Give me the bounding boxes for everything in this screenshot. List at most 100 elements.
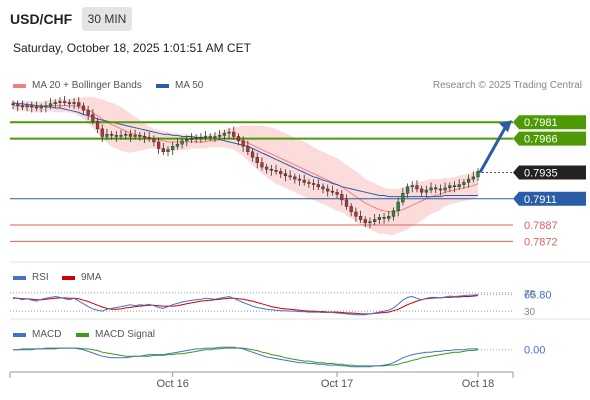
candle-body xyxy=(264,166,269,170)
candle-body xyxy=(222,132,227,136)
bollinger-band-fill xyxy=(13,97,478,235)
candle-body xyxy=(185,139,189,142)
candle-body xyxy=(377,217,382,220)
candle-body xyxy=(44,105,48,108)
candle-body xyxy=(354,211,358,217)
candle-body xyxy=(124,134,128,136)
level-tag-2 xyxy=(513,191,586,206)
candle-body xyxy=(279,171,283,174)
current-price-label: 0.7935 xyxy=(524,168,558,180)
candle-body xyxy=(77,102,81,107)
candle-body xyxy=(260,162,264,168)
candle-body xyxy=(39,106,43,109)
candle-body xyxy=(171,146,175,150)
legend-ma20-swatch xyxy=(13,83,26,88)
candle-body xyxy=(241,140,245,147)
forecast-arrow xyxy=(478,125,508,174)
candle-body xyxy=(161,148,165,153)
candle-body xyxy=(114,135,118,137)
timeframe-button[interactable]: 30 MIN xyxy=(82,7,132,31)
candle-body xyxy=(457,184,461,187)
candle-body xyxy=(424,189,428,193)
legend-rsi-ma-swatch xyxy=(62,275,75,280)
candle-body xyxy=(156,141,161,149)
level-label-3: 0.7887 xyxy=(524,220,558,232)
forecast-arrow-head xyxy=(499,120,512,133)
candle-body xyxy=(321,186,325,190)
legend-macd-swatch xyxy=(13,332,26,337)
candle-body xyxy=(166,149,170,153)
candle-body xyxy=(269,169,273,171)
candle-body xyxy=(293,176,297,180)
ma50-line xyxy=(12,102,478,198)
candle-body xyxy=(462,182,466,185)
candle-body xyxy=(316,184,320,187)
candle-body xyxy=(133,135,137,137)
ma20-line xyxy=(13,105,479,213)
candle-body xyxy=(438,188,443,191)
candle-body xyxy=(203,136,208,138)
candle-body xyxy=(283,173,288,177)
legend-rsi-ma: 9MA xyxy=(62,272,102,283)
legend-ma20-bollinger: MA 20 + Bollinger Bands xyxy=(13,80,142,91)
level-label-4: 0.7872 xyxy=(524,236,558,248)
candle-body xyxy=(471,176,475,180)
candle-body xyxy=(382,217,386,219)
current-price-tag xyxy=(513,165,586,180)
candle-body xyxy=(429,187,433,191)
legend-rsi-swatch xyxy=(13,275,26,280)
candle-body xyxy=(63,101,67,103)
candle-body xyxy=(95,120,100,130)
candle-body xyxy=(81,105,86,111)
candle-body xyxy=(194,137,198,139)
candle-body xyxy=(302,179,306,183)
rsi-value-label: 65.80 xyxy=(524,290,552,302)
candle-body xyxy=(246,146,250,153)
candle-body xyxy=(105,134,109,137)
candle-body xyxy=(255,156,259,163)
candle-body xyxy=(391,210,396,217)
candle-body xyxy=(227,131,231,134)
legend-ma20-label: MA 20 + Bollinger Bands xyxy=(32,80,142,91)
candle-body xyxy=(368,221,372,224)
candle-body xyxy=(232,131,236,137)
symbol-title: USD/CHF xyxy=(10,11,73,27)
candle-body xyxy=(147,137,151,139)
copyright-text: Research © 2025 Trading Central xyxy=(432,80,582,91)
candle-body xyxy=(175,143,180,147)
candle-body xyxy=(208,136,212,138)
candle-body xyxy=(373,219,377,222)
candle-body xyxy=(415,185,419,190)
candle-body xyxy=(72,102,76,104)
candle-body xyxy=(419,188,424,193)
candle-body xyxy=(67,102,72,104)
candle-body xyxy=(401,193,405,203)
candle-body xyxy=(20,105,25,108)
level-tag-0 xyxy=(513,115,586,130)
macd-line xyxy=(13,346,478,368)
candle-body xyxy=(344,199,349,207)
candle-body xyxy=(358,216,363,220)
candle-body xyxy=(180,140,184,145)
legend-ma50-swatch xyxy=(156,83,169,88)
candle-body xyxy=(11,103,15,105)
candle-body xyxy=(199,137,203,139)
level-label-1: 0.7966 xyxy=(524,134,558,146)
legend-macd-signal-swatch xyxy=(76,332,89,337)
legend-macd-signal: MACD Signal xyxy=(76,329,155,340)
rsi-tick-label-0: 30 xyxy=(524,307,536,318)
legend-macd: MACD xyxy=(13,329,61,340)
level-label-0: 0.7981 xyxy=(524,117,558,129)
candle-body xyxy=(48,103,53,107)
candle-body xyxy=(30,105,34,108)
x-tick-label-0: Oct 16 xyxy=(156,378,188,390)
legend-rsi-label: RSI xyxy=(32,272,49,283)
candle-body xyxy=(307,182,311,184)
candle-body xyxy=(274,170,278,172)
candle-body xyxy=(335,191,339,195)
datetime-label: Saturday, October 18, 2025 1:01:51 AM CE… xyxy=(13,41,251,55)
legend-rsi-ma-label: 9MA xyxy=(81,272,102,283)
candle-body xyxy=(250,151,255,158)
rsi-ma-line xyxy=(13,295,479,315)
